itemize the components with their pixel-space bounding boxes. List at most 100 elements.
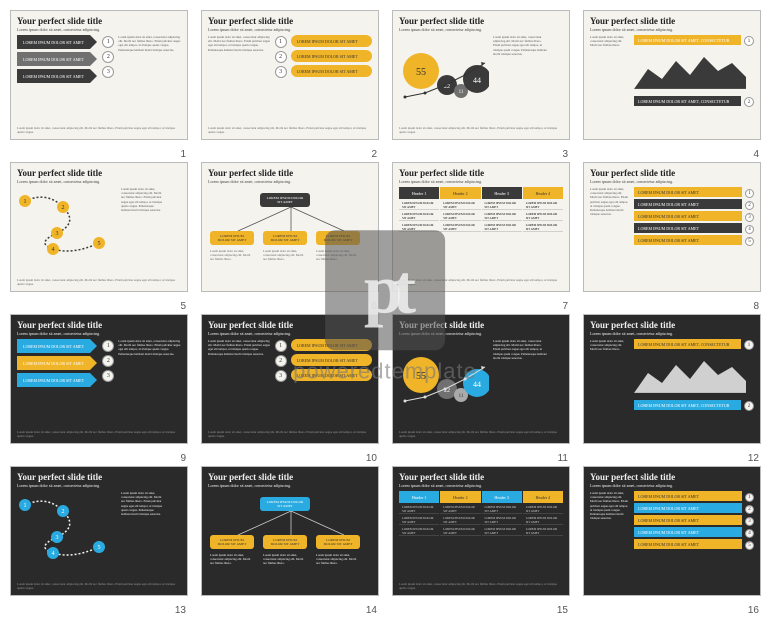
slide-thumb-8[interactable]: Your perfect slide title Lorem ipsum dol… bbox=[583, 162, 761, 298]
slide-thumb-14[interactable]: Your perfect slide title Lorem ipsum dol… bbox=[201, 466, 379, 602]
table-cell: LOREM IPSUM DOLOR SIT AMET bbox=[523, 504, 563, 514]
num-circle: 1 bbox=[275, 340, 287, 352]
flow-leaf: LOREM IPSUM DOLOR SIT AMET bbox=[263, 535, 307, 549]
num-circle: 2 bbox=[102, 51, 114, 63]
slide-number: 15 bbox=[557, 605, 568, 616]
slide-thumb-16[interactable]: Your perfect slide title Lorem ipsum dol… bbox=[583, 466, 761, 602]
flow-leaf: LOREM IPSUM DOLOR SIT AMET bbox=[210, 535, 254, 549]
svg-text:11: 11 bbox=[459, 394, 464, 399]
pill-3: LOREM IPSUM DOLOR SIT AMET bbox=[291, 369, 372, 381]
table-header: Header 1 bbox=[399, 491, 439, 503]
slide-subtitle: Lorem ipsum dolor sit amet, consectetur … bbox=[393, 179, 569, 187]
table-header: Header 4 bbox=[523, 187, 563, 199]
num-circle: 2 bbox=[745, 505, 754, 514]
bar-row: LOREM IPSUM DOLOR SIT AMET bbox=[634, 527, 742, 537]
flow-leaf: LOREM IPSUM DOLOR SIT AMET bbox=[210, 231, 254, 245]
table-cell: LOREM IPSUM DOLOR SIT AMET bbox=[399, 211, 439, 221]
table: Header 1 Header 2 Header 3 Header 4 LORE… bbox=[399, 187, 563, 232]
table-cell: LOREM IPSUM DOLOR SIT AMET bbox=[399, 515, 439, 525]
slide-thumb-4[interactable]: Your perfect slide title Lorem ipsum dol… bbox=[583, 10, 761, 146]
table: Header 1 Header 2 Header 3 Header 4 LORE… bbox=[399, 491, 563, 536]
table-cell: LOREM IPSUM DOLOR SIT AMET bbox=[523, 526, 563, 536]
slide-thumb-10[interactable]: Your perfect slide title Lorem ipsum dol… bbox=[201, 314, 379, 450]
svg-text:4: 4 bbox=[52, 551, 55, 557]
num-circle: 3 bbox=[102, 370, 114, 382]
chevron-1: LOREM IPSUM DOLOR SIT AMET bbox=[17, 35, 98, 49]
slide-subtitle: Lorem ipsum dolor sit amet, consectetur … bbox=[202, 483, 378, 491]
svg-text:1: 1 bbox=[24, 199, 27, 205]
slide-title: Your perfect slide title bbox=[11, 315, 187, 331]
slide-thumb-13[interactable]: Your perfect slide title Lorem ipsum dol… bbox=[10, 466, 188, 602]
pill-1: LOREM IPSUM DOLOR SIT AMET bbox=[291, 35, 372, 47]
slide-subtitle: Lorem ipsum dolor sit amet, consectetur … bbox=[393, 331, 569, 339]
slide-title: Your perfect slide title bbox=[584, 11, 760, 27]
slide-footer: Lorem ipsum dolor sit amet, consectetur … bbox=[399, 279, 563, 287]
slide-thumb-7[interactable]: Your perfect slide title Lorem ipsum dol… bbox=[392, 162, 570, 298]
bar-row: LOREM IPSUM DOLOR SIT AMET bbox=[634, 199, 742, 209]
slide-thumb-12[interactable]: Your perfect slide title Lorem ipsum dol… bbox=[583, 314, 761, 450]
num-circle: 4 bbox=[745, 225, 754, 234]
slide-thumb-3[interactable]: Your perfect slide title Lorem ipsum dol… bbox=[392, 10, 570, 146]
table-header: Header 1 bbox=[399, 187, 439, 199]
slide-subtitle: Lorem ipsum dolor sit amet, consectetur … bbox=[11, 27, 187, 35]
num-circle: 1 bbox=[744, 36, 754, 46]
slide-title: Your perfect slide title bbox=[11, 163, 187, 179]
slide-thumb-15[interactable]: Your perfect slide title Lorem ipsum dol… bbox=[392, 466, 570, 602]
slide-thumb-5[interactable]: Your perfect slide title Lorem ipsum dol… bbox=[10, 162, 188, 298]
table-cell: LOREM IPSUM DOLOR SIT AMET bbox=[482, 200, 522, 210]
slide-number: 13 bbox=[175, 605, 186, 616]
slide-subtitle: Lorem ipsum dolor sit amet, consectetur … bbox=[584, 331, 760, 339]
bubble-chart: 55 22 11 44 bbox=[399, 35, 489, 105]
num-circle: 3 bbox=[102, 66, 114, 78]
slide-number: 14 bbox=[366, 605, 377, 616]
slide-title: Your perfect slide title bbox=[202, 467, 378, 483]
slide-subtitle: Lorem ipsum dolor sit amet, consectetur … bbox=[584, 27, 760, 35]
leaf-caption: Lorem ipsum dolor sit amet, consectetur … bbox=[263, 249, 307, 261]
flow-leaf: LOREM IPSUM DOLOR SIT AMET bbox=[263, 231, 307, 245]
slide-thumb-9[interactable]: Your perfect slide title Lorem ipsum dol… bbox=[10, 314, 188, 450]
area-chart bbox=[634, 353, 746, 393]
slide-title: Your perfect slide title bbox=[393, 467, 569, 483]
num-circle: 1 bbox=[275, 36, 287, 48]
slide-subtitle: Lorem ipsum dolor sit amet, consectetur … bbox=[393, 27, 569, 35]
svg-text:1: 1 bbox=[24, 503, 27, 509]
pill-1: LOREM IPSUM DOLOR SIT AMET bbox=[291, 339, 372, 351]
table-cell: LOREM IPSUM DOLOR SIT AMET bbox=[482, 211, 522, 221]
slide-thumb-6[interactable]: Your perfect slide title Lorem ipsum dol… bbox=[201, 162, 379, 298]
slide-thumb-11[interactable]: Your perfect slide title Lorem ipsum dol… bbox=[392, 314, 570, 450]
svg-text:55: 55 bbox=[416, 371, 426, 382]
lorem-block: Lorem ipsum dolor sit amet, consectetur … bbox=[590, 339, 630, 412]
table-cell: LOREM IPSUM DOLOR SIT AMET bbox=[399, 222, 439, 232]
table-header: Header 3 bbox=[482, 187, 522, 199]
table-cell: LOREM IPSUM DOLOR SIT AMET bbox=[523, 515, 563, 525]
bar-row: LOREM IPSUM DOLOR SIT AMET bbox=[634, 503, 742, 513]
slide-thumb-1[interactable]: Your perfect slide title Lorem ipsum dol… bbox=[10, 10, 188, 146]
leaf-caption: Lorem ipsum dolor sit amet, consectetur … bbox=[316, 249, 360, 261]
num-circle: 5 bbox=[745, 237, 754, 246]
slide-number: 2 bbox=[371, 149, 377, 160]
slide-footer: Lorem ipsum dolor sit amet, consectetur … bbox=[17, 583, 181, 591]
svg-text:55: 55 bbox=[416, 67, 426, 78]
leaf-caption: Lorem ipsum dolor sit amet, consectetur … bbox=[210, 249, 254, 261]
num-circle: 1 bbox=[102, 36, 114, 48]
slide-thumb-2[interactable]: Your perfect slide title Lorem ipsum dol… bbox=[201, 10, 379, 146]
svg-text:2: 2 bbox=[62, 205, 65, 211]
slide-footer: Lorem ipsum dolor sit amet, consectetur … bbox=[17, 431, 181, 439]
num-circle: 2 bbox=[275, 355, 287, 367]
num-circle: 1 bbox=[745, 493, 754, 502]
slide-title: Your perfect slide title bbox=[202, 163, 378, 179]
slide-number: 9 bbox=[180, 453, 186, 464]
flow-root: LOREM IPSUM DOLOR SIT AMET bbox=[260, 497, 310, 511]
lorem-block: Lorem ipsum dolor sit amet, consectetur … bbox=[121, 187, 163, 259]
table-cell: LOREM IPSUM DOLOR SIT AMET bbox=[399, 504, 439, 514]
slide-title: Your perfect slide title bbox=[11, 467, 187, 483]
num-circle: 3 bbox=[745, 213, 754, 222]
svg-text:3: 3 bbox=[56, 535, 59, 541]
svg-text:3: 3 bbox=[56, 231, 59, 237]
slide-title: Your perfect slide title bbox=[584, 163, 760, 179]
slide-number: 16 bbox=[748, 605, 759, 616]
slide-subtitle: Lorem ipsum dolor sit amet, consectetur … bbox=[202, 179, 378, 187]
svg-text:4: 4 bbox=[52, 247, 55, 253]
leaf-caption: Lorem ipsum dolor sit amet, consectetur … bbox=[316, 553, 360, 565]
svg-text:2: 2 bbox=[62, 509, 65, 515]
